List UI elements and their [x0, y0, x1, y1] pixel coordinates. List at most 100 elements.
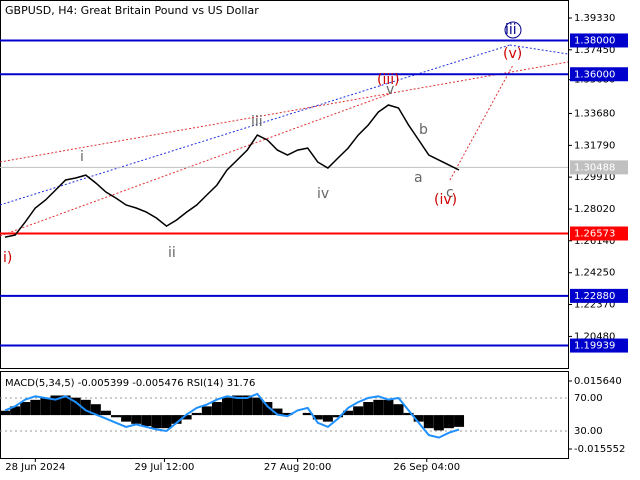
macd-bar [171, 415, 182, 424]
macd-bar [413, 415, 424, 422]
macd-bar [191, 412, 202, 416]
y-tick-label: 1.39330 [574, 13, 615, 24]
macd-bar [433, 415, 444, 431]
macd-bar [70, 397, 81, 416]
macd-bar [60, 395, 71, 416]
y-tick-label: -0.015552 [574, 444, 625, 455]
wave-label: iii [505, 22, 517, 38]
level-label-box [570, 160, 628, 175]
level-label-box [570, 288, 628, 303]
macd-bar [272, 408, 283, 416]
macd-bar [232, 395, 243, 416]
wave-label: a [414, 170, 423, 186]
macd-bar [161, 415, 172, 429]
trend-line [509, 44, 569, 55]
y-tick-label: 1.22370 [574, 299, 615, 310]
macd-bar [221, 397, 232, 416]
macd-bar [353, 406, 364, 416]
macd-bar [454, 415, 465, 427]
y-tick-label: 1.20480 [574, 331, 615, 342]
level-label-box [570, 33, 628, 48]
wave-label: (v) [503, 46, 522, 62]
indicator-title: MACD(5,34,5) -0.005399 -0.005476 RSI(14)… [5, 378, 255, 389]
macd-bar [373, 399, 384, 416]
y-tick-label: 1.31790 [574, 140, 615, 151]
level-label: 1.26573 [574, 228, 615, 239]
macd-bar [131, 415, 142, 424]
main-frame [0, 0, 569, 369]
wave-label: i [80, 149, 84, 165]
chart-title: GBPUSD, H4: Great Britain Pound vs US Do… [5, 4, 259, 17]
macd-bar [181, 415, 192, 420]
y-tick-label: 1.28020 [574, 204, 615, 215]
level-label-box [570, 338, 628, 353]
macd-bar [50, 395, 61, 416]
macd-bar [80, 399, 91, 416]
macd-bar [302, 412, 313, 416]
trend-line [449, 64, 514, 181]
macd-bar [111, 415, 122, 418]
macd-bar [40, 397, 51, 416]
macd-bar [343, 410, 354, 416]
level-label: 1.30488 [574, 162, 615, 173]
macd-bar [201, 406, 212, 416]
wave-circle [504, 21, 522, 39]
macd-bar [30, 399, 41, 416]
level-label: 1.36000 [574, 69, 615, 80]
wave-label: (iv) [434, 192, 457, 208]
wave-label: b [419, 122, 428, 138]
macd-bar [10, 406, 21, 416]
level-label: 1.38000 [574, 35, 615, 46]
level-label-box [570, 226, 628, 241]
x-tick-label: 29 Jul 12:00 [134, 462, 194, 473]
macd-bar [312, 415, 323, 420]
macd-bar [423, 415, 434, 429]
macd-bar [262, 402, 273, 416]
macd-bar [90, 404, 101, 416]
trend-line [0, 44, 511, 206]
macd-bar [141, 415, 152, 426]
macd-bar [332, 415, 343, 418]
macd-bar [20, 402, 31, 416]
wave-label: ii [168, 245, 176, 261]
level-label: 1.22880 [574, 291, 615, 302]
macd-bar [100, 410, 111, 416]
y2-tick-label: 70.00 [574, 393, 603, 404]
level-label: 1.19939 [574, 341, 615, 352]
price-line [4, 104, 460, 238]
y-tick-label: 1.29910 [574, 172, 615, 183]
x-tick-label: 28 Jun 2024 [5, 462, 65, 473]
y-tick-label: 0.015640 [574, 376, 622, 387]
wave-label: iv [317, 186, 329, 202]
level-label-box [570, 67, 628, 82]
wave-label: i) [3, 250, 12, 266]
trend-line [0, 92, 393, 237]
macd-bar [393, 404, 404, 416]
trend-line [0, 61, 569, 163]
macd-bar [242, 395, 253, 416]
wave-label: (iii) [377, 72, 400, 88]
macd-bar [403, 412, 414, 416]
macd-bar [211, 402, 222, 416]
macd-bar [151, 415, 162, 429]
macd-bar [0, 410, 11, 416]
macd-bar [383, 399, 394, 416]
x-tick-label: 27 Aug 20:00 [264, 462, 331, 473]
x-tick-label: 26 Sep 04:00 [393, 462, 460, 473]
y2-tick-label: 30.00 [574, 426, 603, 437]
y-tick-label: 1.37450 [574, 45, 615, 56]
macd-bar [282, 412, 293, 416]
wave-label: v [386, 82, 394, 98]
macd-bar [121, 415, 132, 422]
macd-bar [443, 415, 454, 429]
wave-label: iii [251, 114, 263, 130]
wave-label: c [446, 185, 454, 201]
y-tick-label: 1.33680 [574, 108, 615, 119]
macd-bar [252, 397, 263, 416]
y-tick-label: 1.24250 [574, 268, 615, 279]
y-tick-label: 1.26140 [574, 236, 615, 247]
rsi-line [4, 392, 460, 439]
macd-bar [322, 415, 333, 422]
macd-bar [363, 402, 374, 416]
